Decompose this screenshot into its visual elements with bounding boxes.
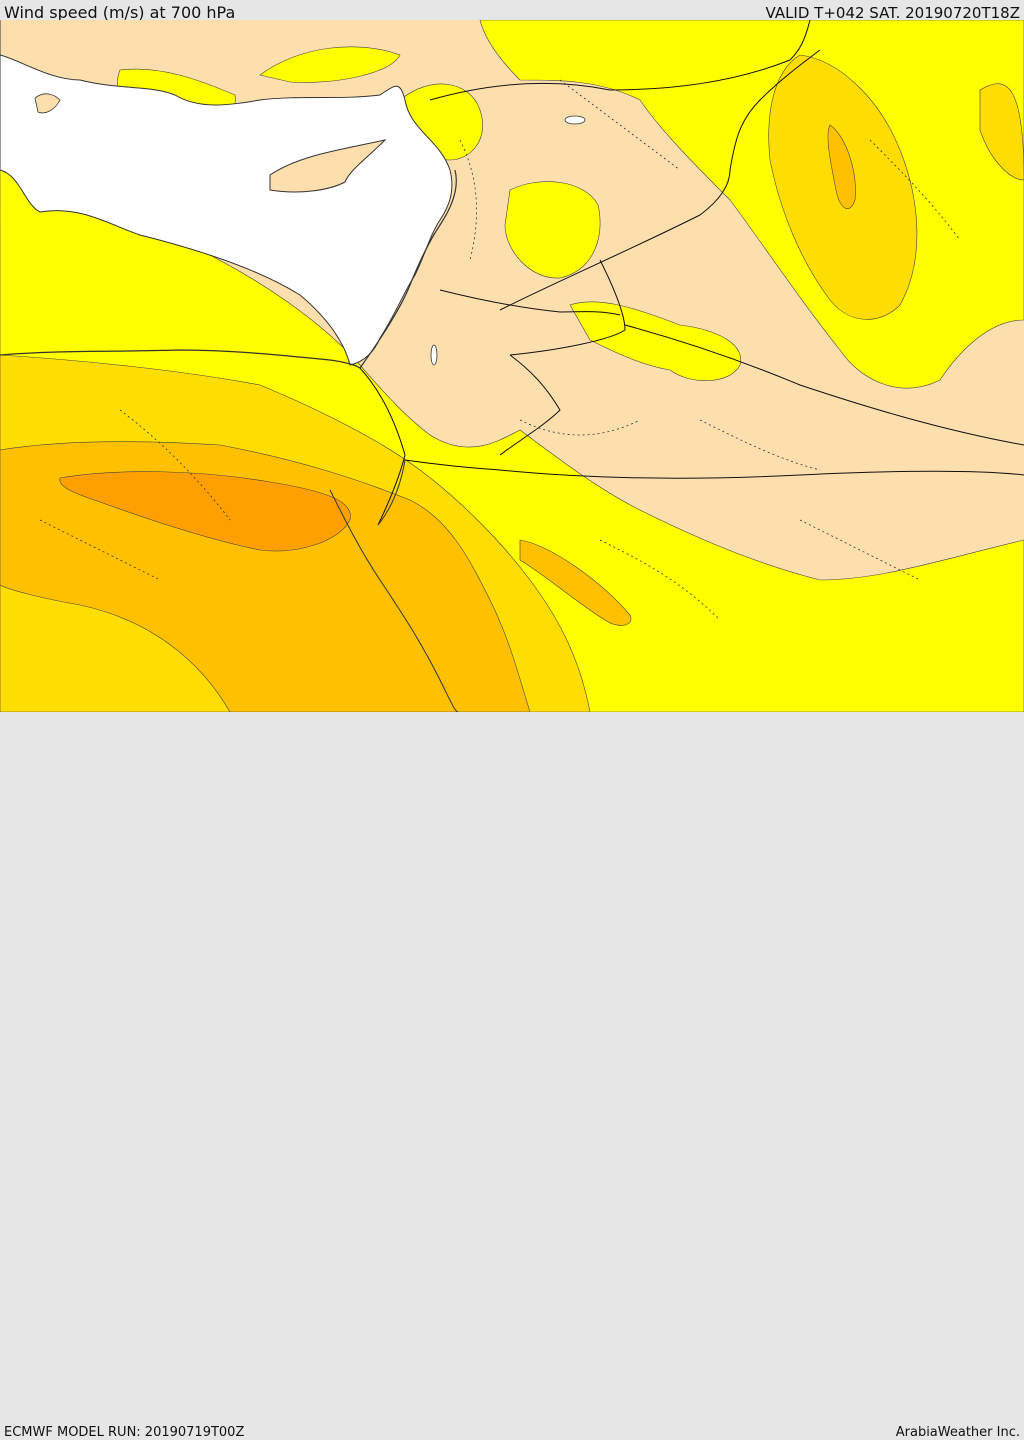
cyprus-island (269, 139, 387, 193)
wind-band-4-red-sea (519, 539, 632, 626)
internal-boundaries (39, 79, 961, 621)
mediterranean-sea (0, 20, 453, 366)
credit-label: ArabiaWeather Inc. (895, 1425, 1020, 1440)
wind-patch-syria (504, 181, 601, 279)
wind-speed-map (0, 20, 1024, 712)
header-bar: Wind speed (m/s) at 700 hPa VALID T+042 … (0, 0, 1024, 22)
footer-bar: ECMWF MODEL RUN: 20190719T00Z ArabiaWeat… (0, 712, 1024, 1440)
wind-band-5-egypt (59, 471, 351, 552)
lake-assad (564, 115, 586, 125)
national-borders (359, 20, 1024, 526)
red-sea-coast (329, 489, 459, 712)
aegean-islands (34, 93, 61, 114)
wind-band-4-iraq (827, 124, 856, 209)
coastline (0, 169, 457, 369)
wind-patch-jordan (569, 301, 741, 381)
chart-title: Wind speed (m/s) at 700 hPa (4, 3, 236, 22)
model-run-label: ECMWF MODEL RUN: 20190719T00Z (4, 1425, 245, 1440)
dead-sea (430, 344, 438, 366)
sinai-coast (377, 459, 406, 526)
valid-time: VALID T+042 SAT. 20190720T18Z (765, 4, 1020, 22)
wind-patch-turkey (259, 46, 401, 83)
